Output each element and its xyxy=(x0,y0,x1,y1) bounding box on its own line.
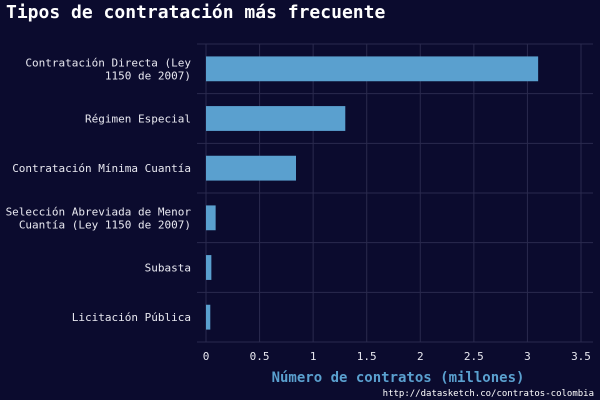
bar xyxy=(206,255,212,280)
category-label: Régimen Especial xyxy=(85,113,191,126)
source-caption: http://datasketch.co/contratos-colombia xyxy=(382,389,594,399)
x-tick-label: 3 xyxy=(524,350,531,363)
x-tick-label: 1.5 xyxy=(357,350,377,363)
x-tick-label: 3.5 xyxy=(571,350,591,363)
x-tick-label: 2 xyxy=(417,350,424,363)
x-axis-title: Número de contratos (millones) xyxy=(272,370,525,386)
x-tick-labels: 0 0.5 1 1.5 2 2.5 3 3.5 xyxy=(203,350,591,363)
category-label: Licitación Pública xyxy=(72,311,191,324)
category-label: Contratación Mínima Cuantía xyxy=(12,162,191,175)
bar xyxy=(206,106,346,131)
category-label: Subasta xyxy=(145,262,191,275)
bar xyxy=(206,155,296,181)
x-tick-label: 0.5 xyxy=(250,350,270,363)
chart-title: Tipos de contratación más frecuente xyxy=(6,2,386,23)
category-label: Selección Abreviada de Menor Cuantía (Ley… xyxy=(6,205,192,231)
category-label: Contratación Directa (Ley 1150 de 2007) xyxy=(25,56,191,82)
bar xyxy=(206,304,211,330)
category-labels: Contratación Directa (Ley 1150 de 2007) Ré… xyxy=(6,56,192,324)
bar-layer xyxy=(206,56,539,330)
grid-layer xyxy=(197,43,593,343)
bar xyxy=(206,205,216,231)
x-tick-label: 0 xyxy=(203,350,210,363)
bar xyxy=(206,56,539,82)
x-tick-label: 1 xyxy=(310,350,317,363)
x-tick-label: 2.5 xyxy=(464,350,484,363)
